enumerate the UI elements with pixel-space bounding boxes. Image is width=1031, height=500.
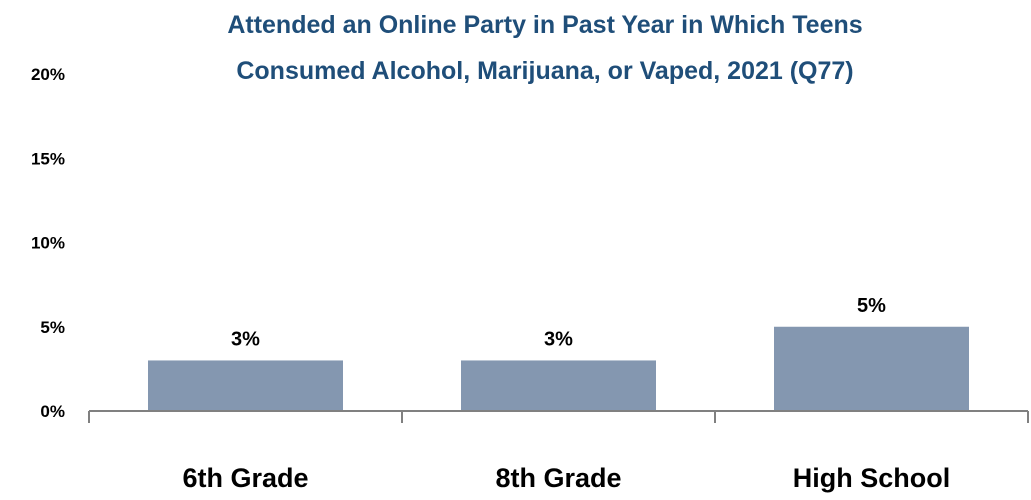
bar-value-label: 3% — [231, 328, 260, 350]
bar-value-label: 3% — [544, 328, 573, 350]
y-tick-label: 0% — [40, 402, 65, 421]
y-tick-label: 15% — [31, 149, 65, 168]
bar-value-label: 5% — [857, 295, 886, 317]
bar — [461, 360, 656, 411]
x-tick-label: High School — [793, 463, 951, 493]
y-tick-label: 20% — [31, 65, 65, 84]
x-tick-label: 6th Grade — [182, 463, 308, 493]
chart-title-line-1: Attended an Online Party in Past Year in… — [227, 11, 862, 39]
y-tick-label: 5% — [40, 318, 65, 337]
bar — [148, 360, 343, 411]
x-axis — [88, 410, 1029, 423]
x-axis-tick-labels: 6th Grade 8th Grade High School — [182, 463, 950, 493]
y-axis-tick-labels: 0% 5% 10% 15% 20% — [31, 65, 65, 421]
chart-title-line-2: Consumed Alcohol, Marijuana, or Vaped, 2… — [236, 57, 853, 85]
data-labels: 3% 3% 5% — [231, 295, 886, 351]
bars — [148, 326, 969, 411]
x-tick-label: 8th Grade — [495, 463, 621, 493]
chart-title: Attended an Online Party in Past Year in… — [227, 11, 862, 85]
bar — [774, 326, 969, 411]
y-tick-label: 10% — [31, 234, 65, 253]
